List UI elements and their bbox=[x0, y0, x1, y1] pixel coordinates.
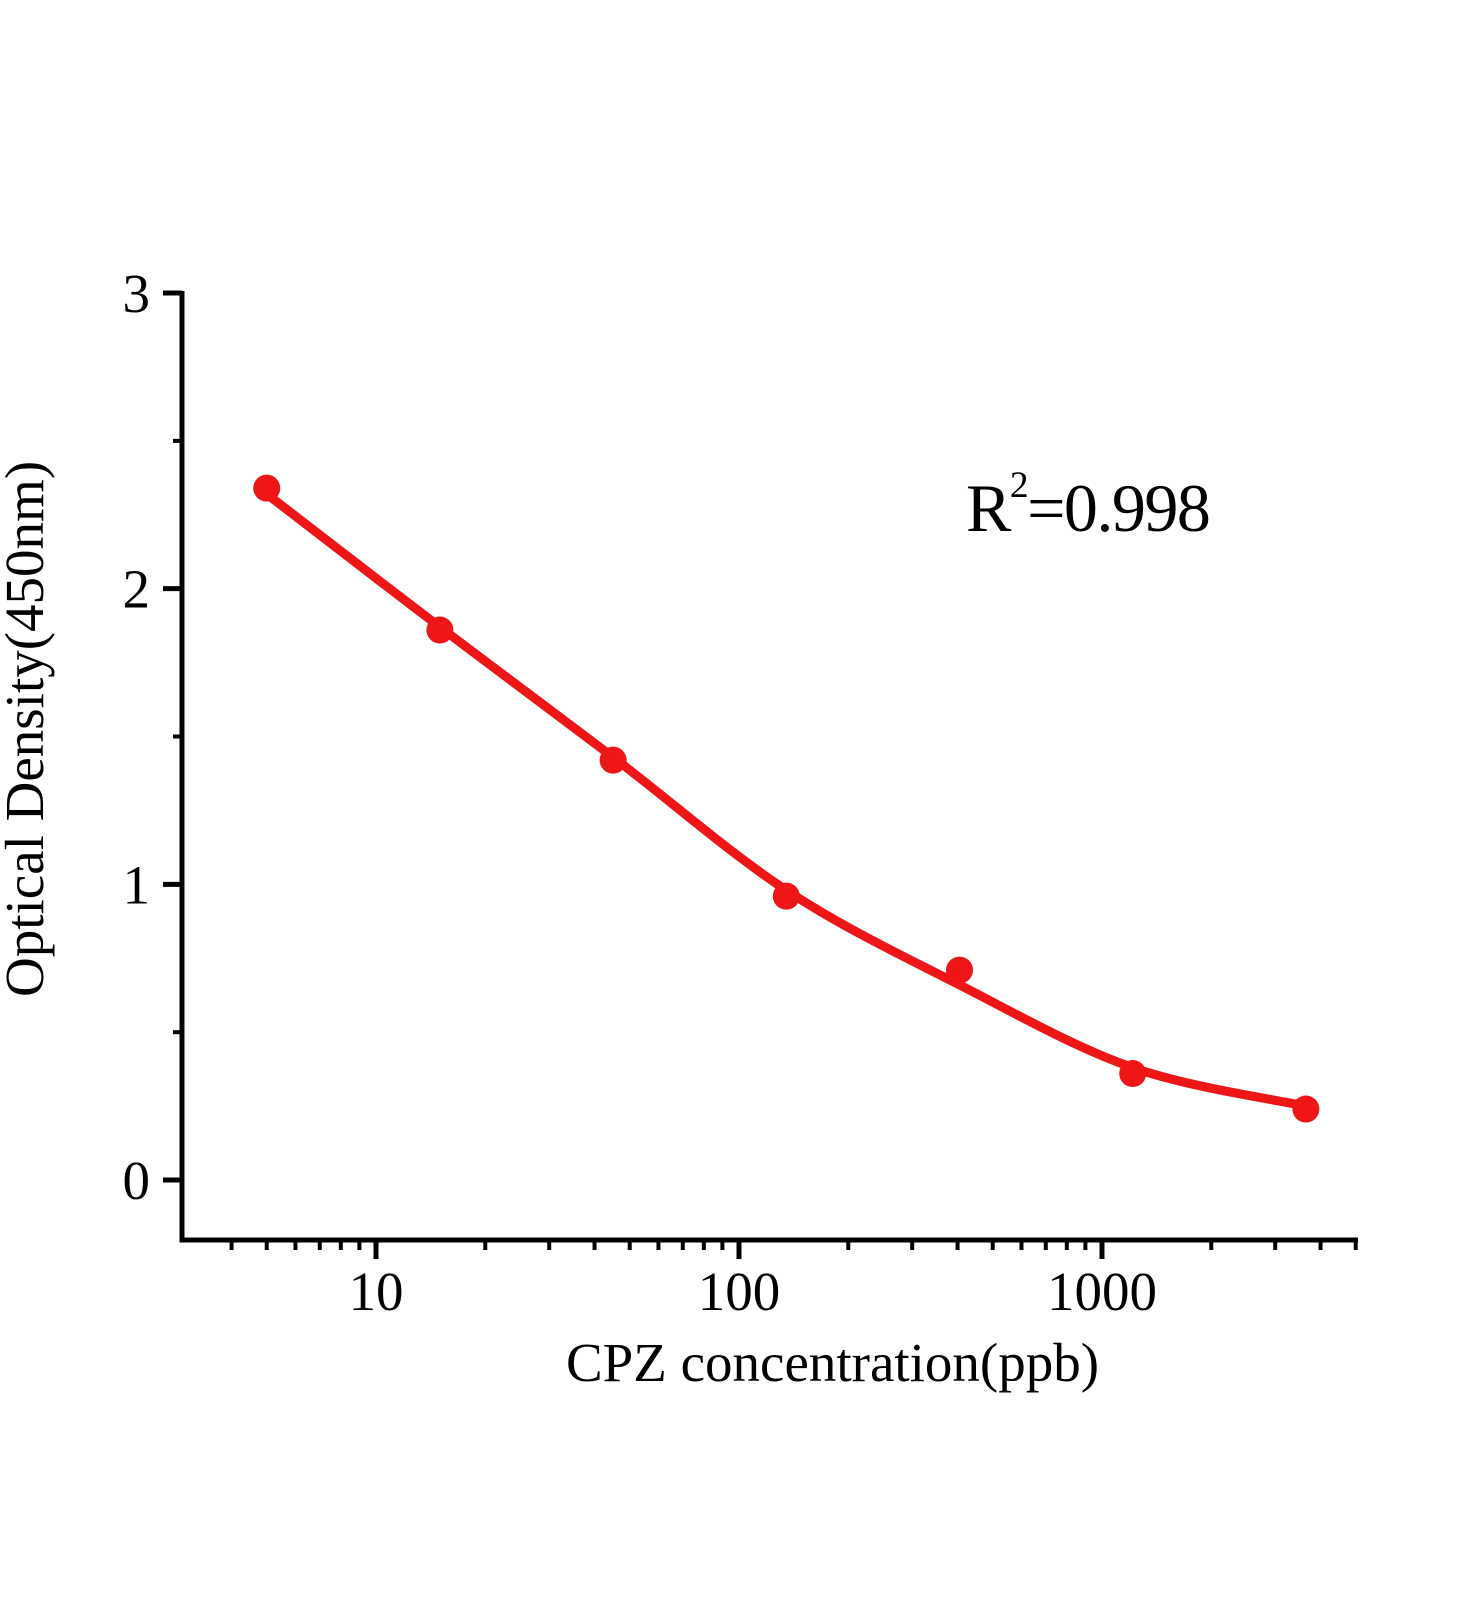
r-squared-exponent: 2 bbox=[1009, 464, 1029, 506]
y-tick-label: 1 bbox=[123, 854, 151, 915]
y-tick-label: 0 bbox=[123, 1150, 151, 1211]
data-point-marker bbox=[1292, 1095, 1320, 1123]
x-tick-label: 10 bbox=[349, 1261, 404, 1322]
y-tick-label: 2 bbox=[123, 559, 151, 620]
data-point-marker bbox=[599, 746, 627, 774]
r-squared-annotation: R2=0.998 bbox=[966, 466, 1211, 542]
fit-curve bbox=[262, 489, 1311, 1111]
data-point-marker bbox=[772, 882, 800, 910]
y-tick-label: 3 bbox=[123, 263, 151, 324]
r-squared-symbol: R bbox=[966, 470, 1011, 546]
data-point-marker bbox=[946, 956, 974, 984]
data-point-marker bbox=[1119, 1060, 1147, 1088]
data-point-marker bbox=[426, 616, 454, 644]
r-squared-value: =0.998 bbox=[1027, 470, 1211, 546]
data-point-marker bbox=[253, 474, 281, 502]
x-tick-label: 1000 bbox=[1047, 1261, 1157, 1322]
x-tick-label: 100 bbox=[698, 1261, 781, 1322]
x-axis-title: CPZ concentration(ppb) bbox=[566, 1332, 1100, 1393]
y-axis-title: Optical Density(450nm) bbox=[0, 460, 55, 997]
